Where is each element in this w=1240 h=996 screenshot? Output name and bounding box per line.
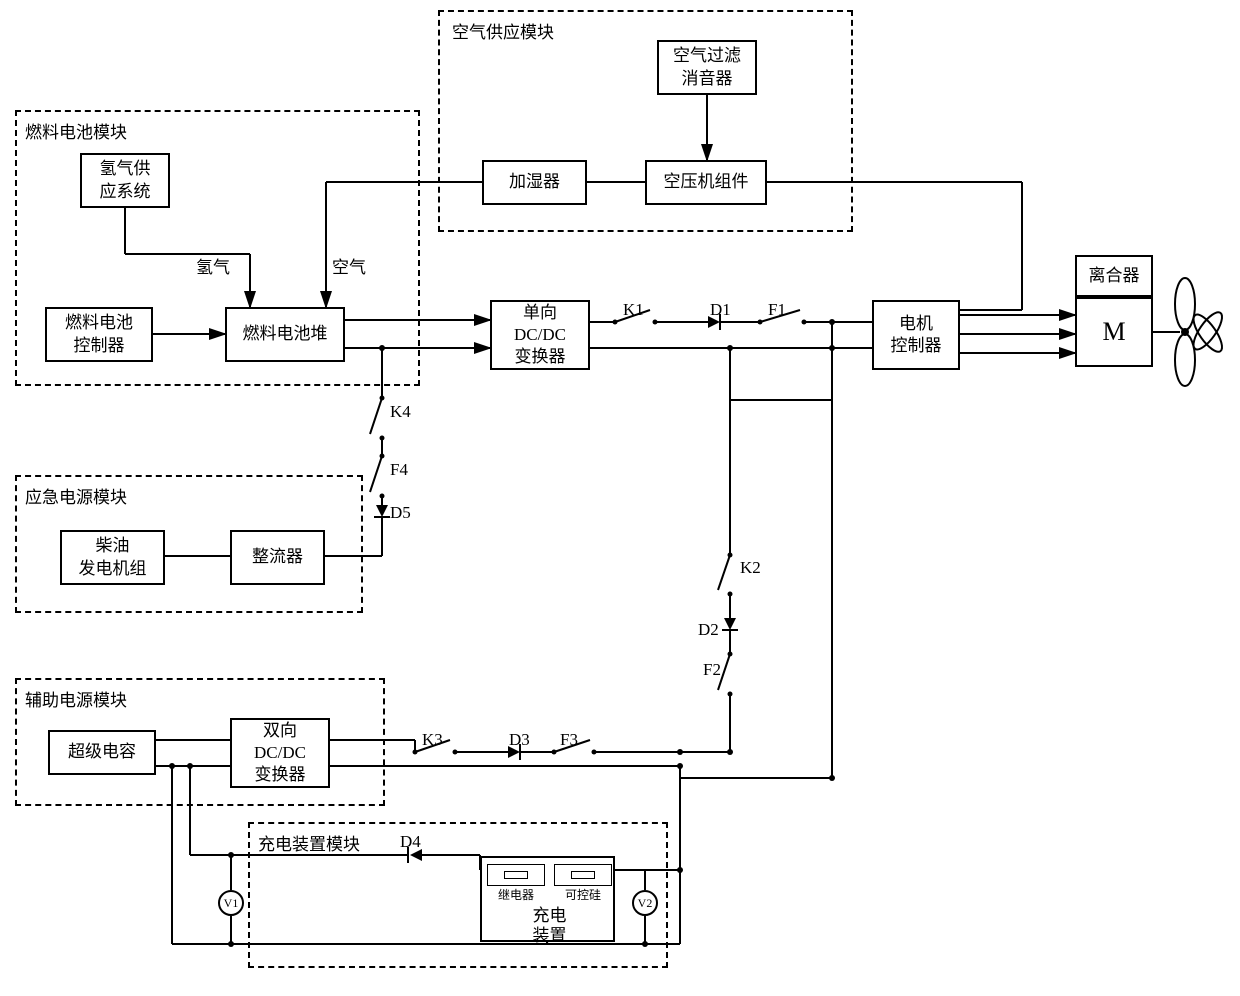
fc-stack-box: 燃料电池堆 — [225, 307, 345, 362]
air-filter-box: 空气过滤 消音器 — [657, 40, 757, 95]
dcdc-bi-box: 双向 DC/DC 变换器 — [230, 718, 330, 788]
rectifier-box: 整流器 — [230, 530, 325, 585]
auxiliary-title: 辅助电源模块 — [23, 686, 129, 711]
h2-supply-box: 氢气供 应系统 — [80, 153, 170, 208]
k1-label: K1 — [623, 300, 644, 320]
emergency-title: 应急电源模块 — [23, 483, 129, 508]
compressor-box: 空压机组件 — [645, 160, 767, 205]
f3-label: F3 — [560, 730, 578, 750]
k4-label: K4 — [390, 402, 411, 422]
fc-controller-box: 燃料电池 控制器 — [45, 307, 153, 362]
d4-label: D4 — [400, 832, 421, 852]
diesel-box: 柴油 发电机组 — [60, 530, 165, 585]
v1-meter: V1 — [218, 890, 244, 916]
supercap-box: 超级电容 — [48, 730, 156, 775]
d5-label: D5 — [390, 503, 411, 523]
f1-label: F1 — [768, 300, 786, 320]
v2-meter: V2 — [632, 890, 658, 916]
air-label: 空气 — [332, 253, 366, 278]
k3-label: K3 — [422, 730, 443, 750]
hydrogen-label: 氢气 — [196, 253, 230, 278]
motor-ctrl-box: 电机 控制器 — [872, 300, 960, 370]
d3-label: D3 — [509, 730, 530, 750]
fuel-cell-title: 燃料电池模块 — [23, 118, 129, 143]
f4-label: F4 — [390, 460, 408, 480]
clutch-box: 离合器 — [1075, 255, 1153, 297]
humidifier-box: 加湿器 — [482, 160, 587, 205]
scr-label: 可控硅 — [554, 888, 612, 904]
motor-box: M — [1075, 297, 1153, 367]
f2-label: F2 — [703, 660, 721, 680]
charging-title: 充电装置模块 — [256, 830, 362, 855]
d2-label: D2 — [698, 620, 719, 640]
dcdc-uni-box: 单向 DC/DC 变换器 — [490, 300, 590, 370]
charger-box: 继电器 可控硅 充电 装置 — [480, 856, 615, 942]
k2-label: K2 — [740, 558, 761, 578]
charger-label: 充电 装置 — [482, 906, 617, 947]
relay-label: 继电器 — [487, 888, 545, 904]
air-supply-title: 空气供应模块 — [450, 18, 556, 43]
d1-label: D1 — [710, 300, 731, 320]
